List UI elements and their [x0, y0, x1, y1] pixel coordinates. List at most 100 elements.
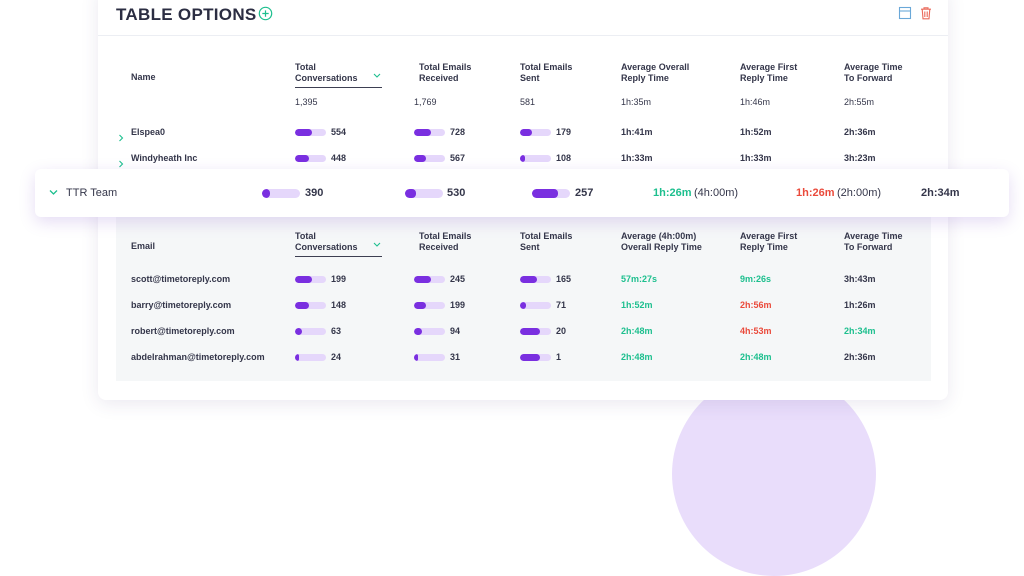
conversations-value: 554 [331, 127, 347, 137]
row-name[interactable]: Windyheath Inc [131, 153, 198, 163]
received-bar [414, 129, 445, 136]
team-reply-time: 1h:26m [653, 187, 692, 199]
conversations-bar [295, 354, 326, 361]
team-sent-bar [532, 189, 570, 198]
reply-value: 2h:48m [621, 352, 653, 362]
sent-bar [520, 155, 551, 162]
team-first-reply: 1h:26m [796, 187, 835, 199]
team-conversations-bar [262, 189, 300, 198]
conversations-bar [295, 276, 326, 283]
total-value: 1,769 [414, 97, 437, 107]
sent-value: 179 [556, 127, 572, 137]
reply-value: 1h:33m [621, 153, 653, 163]
total-value: 1,395 [295, 97, 318, 107]
sub-column-header[interactable]: Average First Reply Time [740, 231, 798, 252]
main-column-header[interactable]: Average Time To Forward [844, 62, 903, 83]
main-column-header[interactable]: Total Conversations [295, 62, 358, 83]
total-value: 1h:46m [740, 97, 771, 107]
team-name: TTR Team [66, 187, 118, 199]
forward-value: 2h:34m [844, 326, 876, 336]
first-reply-value: 2h:48m [740, 352, 772, 362]
team-row[interactable]: TTR Team 390 530 257 1h:26m (4h:00m) 1h:… [35, 169, 1009, 217]
received-value: 728 [450, 127, 466, 137]
member-email[interactable]: scott@timetoreply.com [131, 274, 231, 284]
team-forward-time: 2h:34m [921, 187, 960, 199]
chevron-down-icon[interactable] [49, 189, 58, 196]
reply-value: 1h:41m [621, 127, 653, 137]
received-bar [414, 328, 445, 335]
conversations-value: 63 [331, 326, 342, 336]
main-column-header[interactable]: Average First Reply Time [740, 62, 798, 83]
sub-column-header[interactable]: Average (4h:00m) Overall Reply Time [621, 231, 702, 252]
add-circle-icon[interactable] [258, 6, 273, 21]
received-bar [414, 276, 445, 283]
trash-icon[interactable] [919, 6, 933, 20]
sent-value: 165 [556, 274, 572, 284]
sent-value: 20 [556, 326, 567, 336]
total-value: 1h:35m [621, 97, 652, 107]
sent-bar [520, 328, 551, 335]
first-reply-value: 4h:53m [740, 326, 772, 336]
main-column-header[interactable]: Total Emails Sent [520, 62, 573, 83]
member-email[interactable]: barry@timetoreply.com [131, 300, 232, 310]
forward-value: 3h:23m [844, 153, 876, 163]
main-column-header[interactable]: Name [131, 72, 156, 82]
team-sent: 257 [575, 187, 594, 199]
received-value: 31 [450, 352, 461, 362]
sent-bar [520, 276, 551, 283]
team-conversations: 390 [305, 187, 324, 199]
team-first-target: (2h:00m) [837, 187, 882, 199]
total-value: 2h:55m [844, 97, 875, 107]
received-bar [414, 302, 445, 309]
team-received: 530 [447, 187, 466, 199]
member-email[interactable]: robert@timetoreply.com [131, 326, 235, 336]
sort-chevron-icon[interactable] [373, 235, 381, 247]
sort-underline [295, 256, 382, 257]
forward-value: 2h:36m [844, 127, 876, 137]
first-reply-value: 9m:26s [740, 274, 772, 284]
first-reply-value: 2h:56m [740, 300, 772, 310]
decorative-blob [672, 372, 876, 576]
row-name[interactable]: Elspea0 [131, 127, 166, 137]
sort-chevron-icon[interactable] [373, 66, 381, 78]
sent-value: 1 [556, 352, 562, 362]
chevron-right-icon[interactable] [118, 129, 124, 142]
reply-value: 57m:27s [621, 274, 658, 284]
reply-value: 1h:52m [621, 300, 653, 310]
member-email[interactable]: abdelrahman@timetoreply.com [131, 352, 265, 362]
received-value: 245 [450, 274, 466, 284]
main-column-header[interactable]: Average Overall Reply Time [621, 62, 690, 83]
sent-bar [520, 302, 551, 309]
forward-value: 3h:43m [844, 274, 876, 284]
card-header: TABLE OPTIONS [98, 0, 948, 36]
sent-value: 108 [556, 153, 572, 163]
sub-column-header[interactable]: Average Time To Forward [844, 231, 903, 252]
sub-column-header[interactable]: Total Emails Sent [520, 231, 573, 252]
received-value: 567 [450, 153, 466, 163]
sub-column-header[interactable]: Email [131, 241, 156, 251]
team-reply-target: (4h:00m) [694, 187, 739, 199]
first_reply-value: 1h:33m [740, 153, 772, 163]
conversations-bar [295, 155, 326, 162]
first_reply-value: 1h:52m [740, 127, 772, 137]
sub-column-header[interactable]: Total Emails Received [419, 231, 472, 252]
forward-value: 2h:36m [844, 352, 876, 362]
conversations-bar [295, 328, 326, 335]
conversations-value: 24 [331, 352, 342, 362]
conversations-bar [295, 302, 326, 309]
chevron-right-icon[interactable] [118, 155, 124, 168]
sort-underline [295, 87, 382, 88]
conversations-bar [295, 129, 326, 136]
forward-value: 1h:26m [844, 300, 876, 310]
layout-icon[interactable] [898, 6, 912, 20]
received-bar [414, 354, 445, 361]
team-member-panel [116, 214, 931, 381]
main-column-header[interactable]: Total Emails Received [419, 62, 472, 83]
conversations-value: 148 [331, 300, 347, 310]
conversations-value: 199 [331, 274, 347, 284]
total-value: 581 [520, 97, 536, 107]
sent-bar [520, 129, 551, 136]
page-title: TABLE OPTIONS [116, 5, 257, 24]
received-value: 199 [450, 300, 466, 310]
sub-column-header[interactable]: Total Conversations [295, 231, 358, 252]
